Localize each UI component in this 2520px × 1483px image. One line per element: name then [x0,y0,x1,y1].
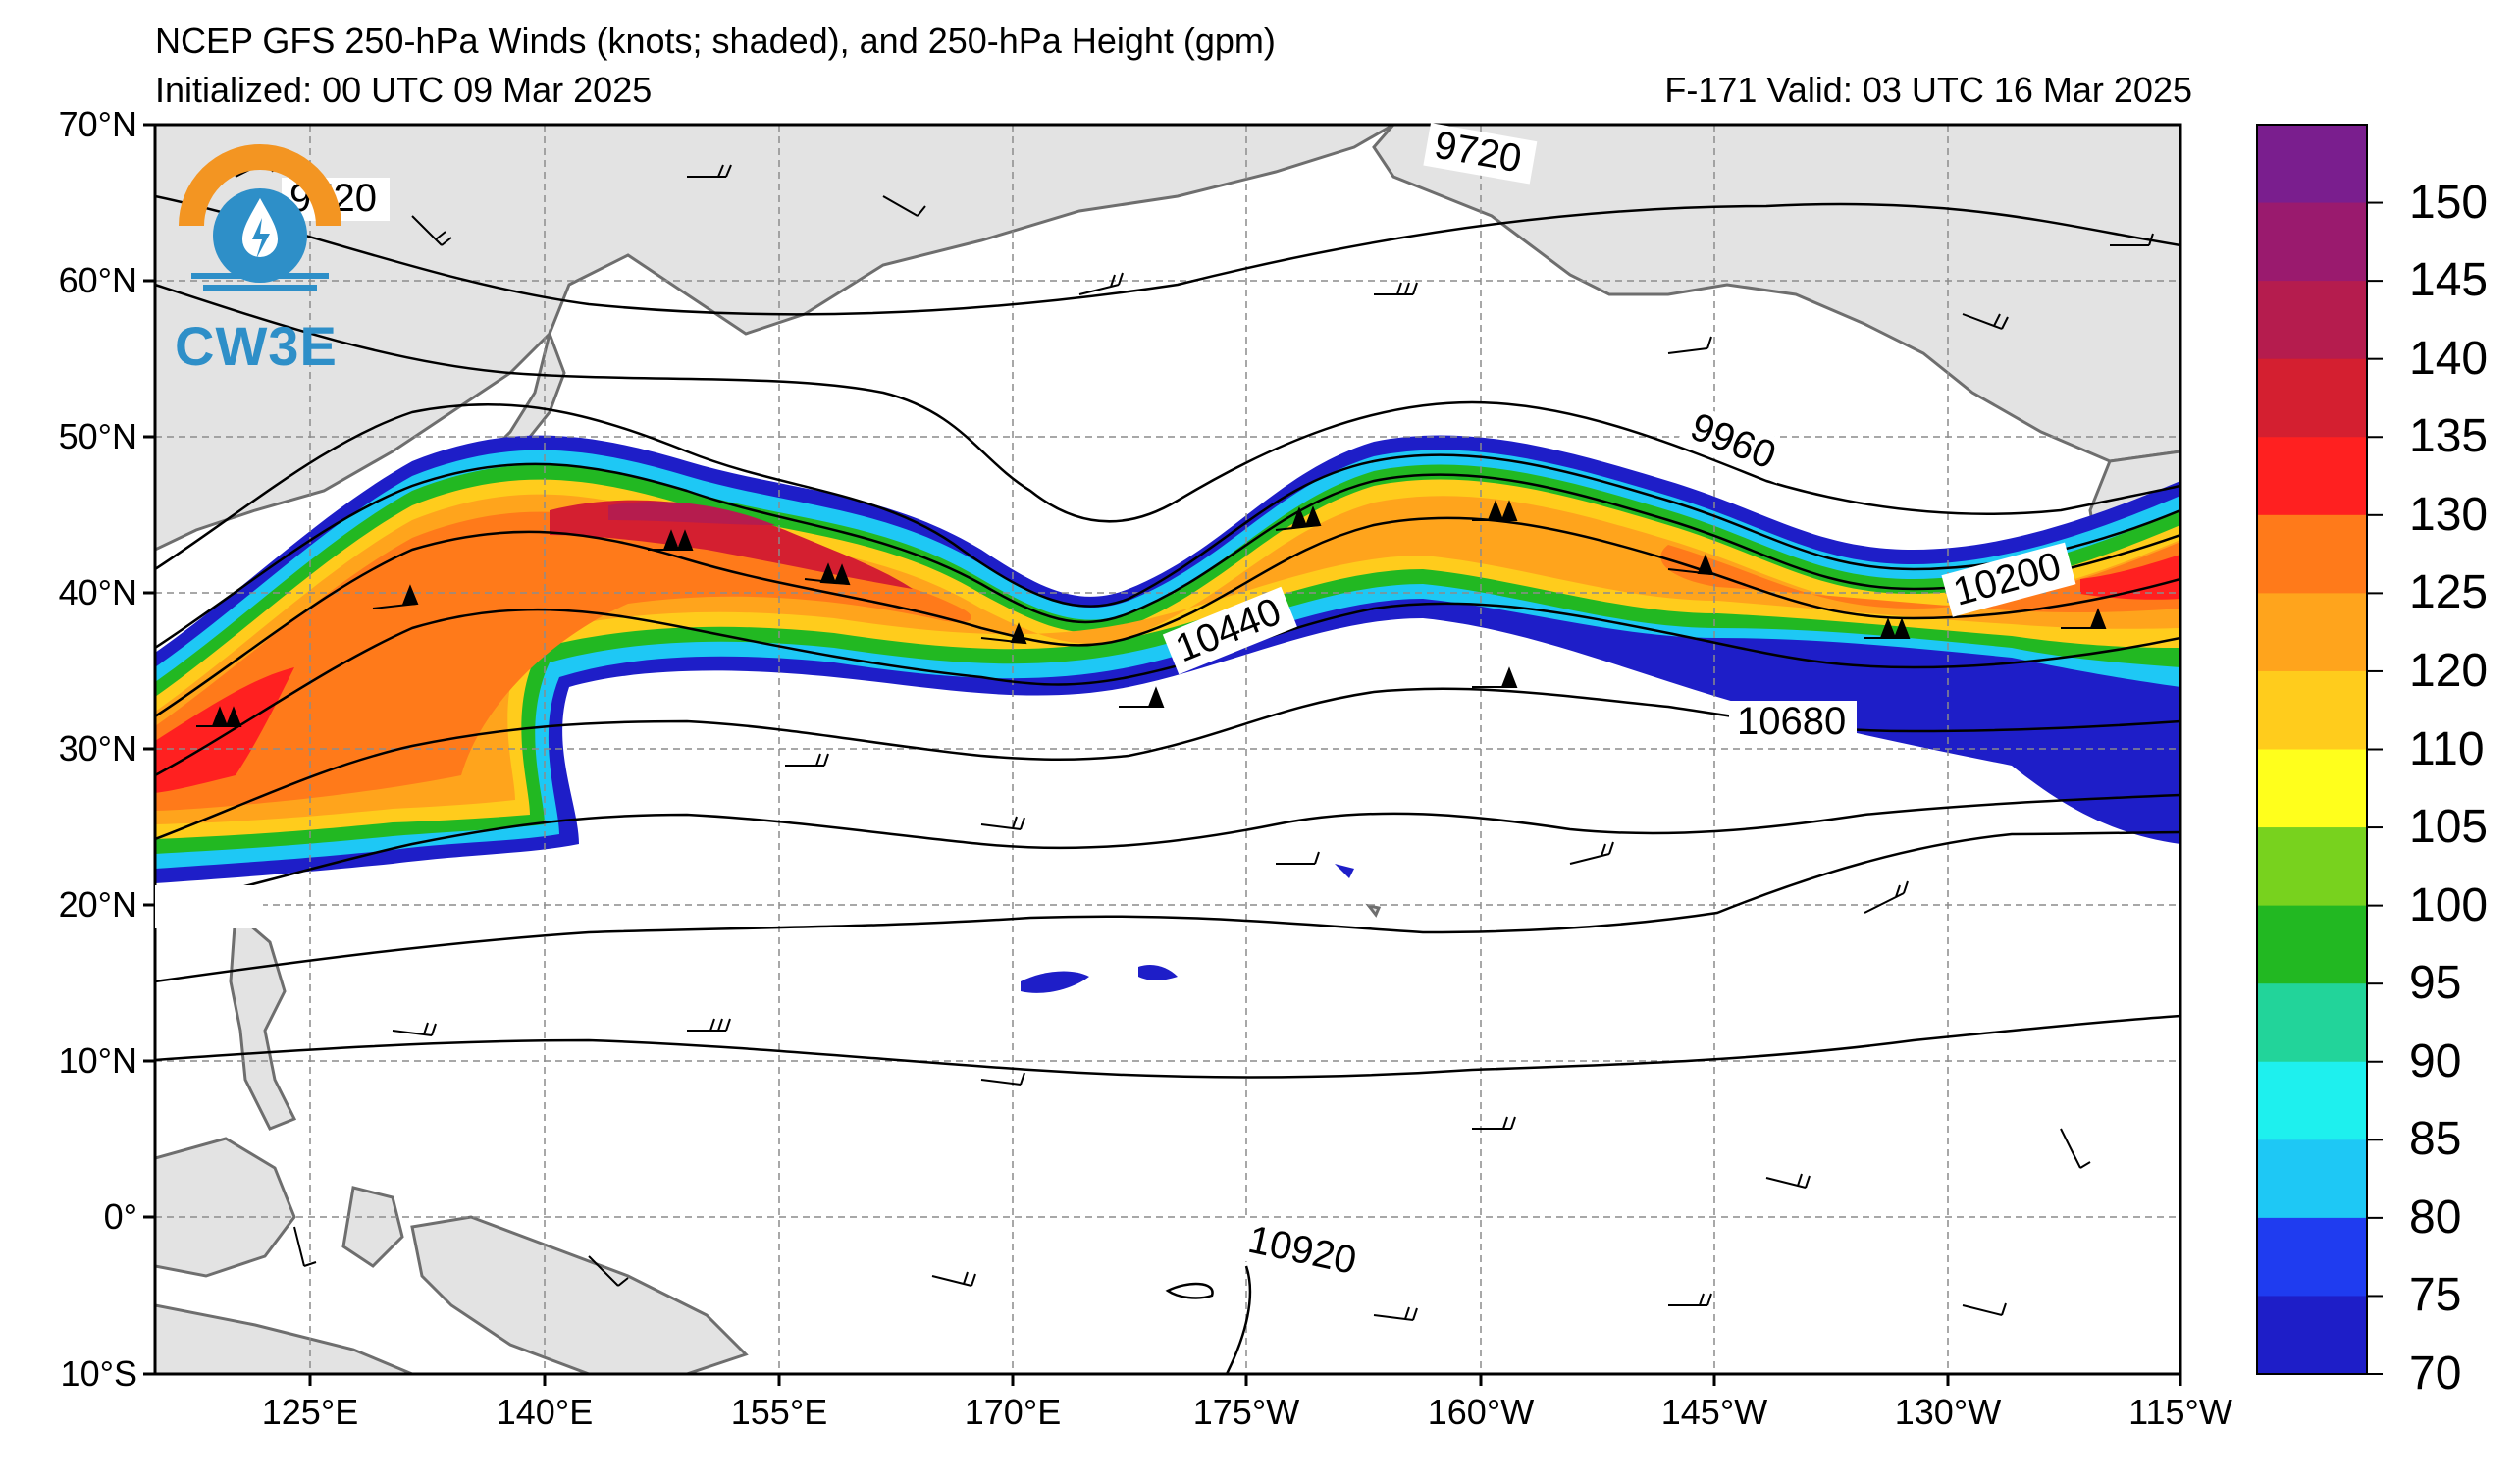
colorbar-segment [2257,514,2367,594]
lon-label: 160°W [1427,1392,1535,1432]
lat-lon-grid [155,125,2180,1374]
valid-time: F-171 Valid: 03 UTC 16 Mar 2025 [1664,70,2192,110]
colorbar-segment [2257,202,2367,282]
lat-label: 10°N [58,1040,137,1081]
lat-label: 10°S [60,1353,137,1394]
lon-label: 130°W [1894,1392,2002,1432]
colorbar-label: 100 [2409,878,2489,931]
lon-label: 140°E [496,1392,594,1432]
chart-title: NCEP GFS 250-hPa Winds (knots; shaded), … [155,21,1276,61]
colorbar-label: 130 [2409,488,2489,541]
colorbar-label: 110 [2409,722,2485,775]
colorbar-label: 105 [2409,801,2489,854]
colorbar-label: 150 [2409,176,2489,229]
colorbar [2256,124,2383,1375]
colorbar-label: 145 [2409,254,2489,307]
colorbar-segment [2257,437,2367,516]
axis-ticks [143,123,2182,1386]
lat-label: 60°N [58,260,137,300]
colorbar-segment [2257,1296,2367,1375]
colorbar-label: 120 [2409,644,2489,697]
colorbar-segment [2257,125,2367,204]
colorbar-label: 95 [2409,957,2462,1010]
lon-label: 175°W [1192,1392,1300,1432]
lon-label: 125°E [261,1392,359,1432]
colorbar-segment [2257,1061,2367,1140]
lat-label: 40°N [58,572,137,612]
colorbar-label: 70 [2409,1348,2462,1400]
height-contours [155,194,2180,1374]
colorbar-segment [2257,1217,2367,1297]
lat-label: 30°N [58,728,137,768]
colorbar-label: 125 [2409,566,2489,619]
colorbar-label: 90 [2409,1034,2462,1087]
lat-label: 20°N [58,884,137,925]
colorbar-segment [2257,358,2367,438]
colorbar-segment [2257,827,2367,907]
colorbar-segment [2257,670,2367,750]
colorbar-label: 140 [2409,332,2489,385]
lat-label: 70°N [58,104,137,144]
colorbar-label: 135 [2409,410,2489,463]
colorbar-segment [2257,749,2367,828]
lon-label: 155°E [730,1392,828,1432]
colorbar-segment [2257,593,2367,672]
lon-label: 170°E [964,1392,1062,1432]
colorbar-segment [2257,983,2367,1063]
colorbar-label: 75 [2409,1269,2462,1322]
lat-label: 0° [103,1196,137,1237]
colorbar-label: 80 [2409,1191,2462,1244]
colorbar-segment [2257,1139,2367,1219]
init-time: Initialized: 00 UTC 09 Mar 2025 [155,70,653,110]
contour-label: 10680 [1737,700,1846,743]
wind-barbs [235,156,2154,1321]
colorbar-label: 85 [2409,1113,2462,1166]
cw3e-logo-text: CW3E [175,315,338,377]
colorbar-segment [2257,905,2367,984]
colorbar-segment [2257,281,2367,360]
lon-label: 145°W [1660,1392,1768,1432]
lat-label: 50°N [58,416,137,456]
lon-label: 115°W [2128,1392,2232,1432]
cw3e-logo-icon [179,144,341,291]
wind-pennants [196,500,2107,727]
